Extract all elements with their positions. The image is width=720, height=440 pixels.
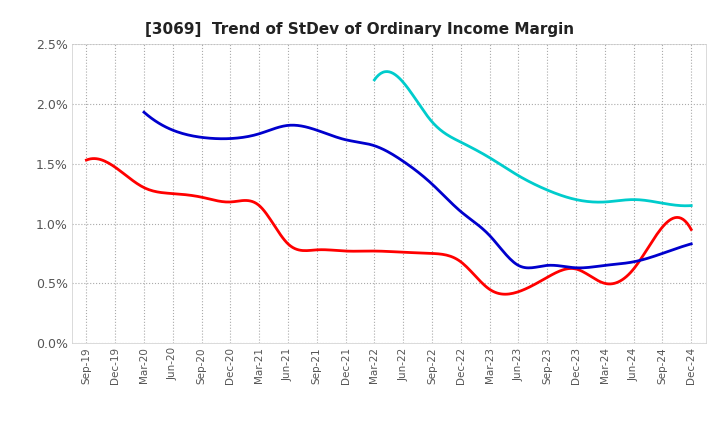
Text: [3069]  Trend of StDev of Ordinary Income Margin: [3069] Trend of StDev of Ordinary Income…	[145, 22, 575, 37]
